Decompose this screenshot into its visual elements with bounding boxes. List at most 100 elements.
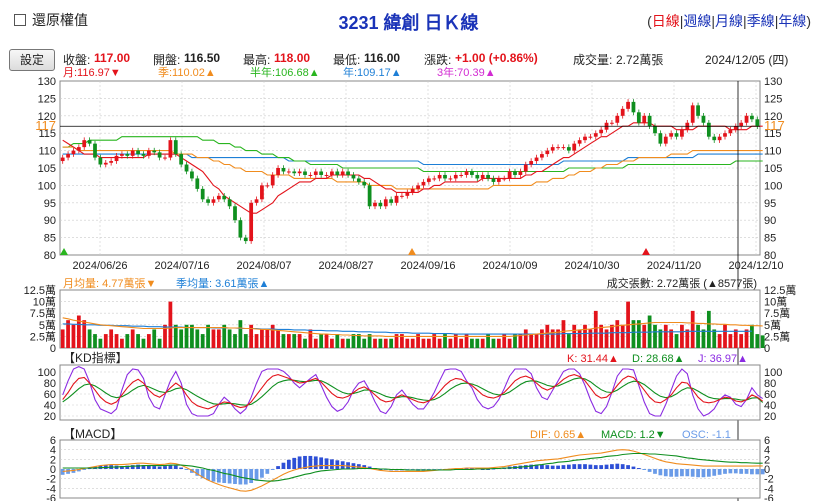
macd-signal-line — [62, 452, 763, 482]
period-paren-open: ( — [647, 13, 652, 29]
candle-body — [281, 168, 286, 172]
macd-axis-tick-right: -4 — [764, 483, 774, 495]
candle-body — [389, 199, 394, 203]
kd-k-legend: K: 31.44▲ — [567, 353, 619, 365]
macd-osc-bar — [313, 456, 318, 469]
volume-bar — [432, 334, 437, 348]
volume-bar — [82, 320, 87, 348]
volume-bar — [437, 338, 442, 348]
price-axis-tick-right: 90 — [764, 215, 776, 227]
macd-axis-tick-right: 0 — [764, 464, 770, 476]
volume-month-avg-line — [62, 317, 763, 337]
macd-osc-bar — [141, 465, 146, 469]
candle-body — [712, 136, 717, 141]
high-value: 118.00 — [274, 51, 311, 65]
macd-osc-bar — [136, 464, 140, 469]
macd-osc-bar — [222, 469, 227, 484]
candle-body — [76, 147, 81, 151]
volume-bar — [604, 329, 609, 348]
macd-osc-bar — [728, 469, 733, 474]
current-price-right: 117 — [764, 118, 785, 133]
macd-osc-bar — [211, 469, 216, 482]
close-label: 收盤: — [63, 53, 91, 67]
macd-osc-bar — [206, 469, 210, 481]
volume-axis-tick-right: 2.5萬 — [764, 330, 790, 343]
macd-osc-bar — [297, 456, 302, 469]
volume-summary: 成交張數: 2.72萬張 (▲8577張) — [607, 276, 757, 290]
price-axis-tick-right: 110 — [764, 146, 782, 158]
volume-axis-tick-right: 12.5萬 — [764, 284, 796, 297]
macd-osc-bar — [195, 469, 200, 476]
candle-body — [744, 115, 749, 123]
volume-bar — [540, 329, 544, 348]
volume-bar — [60, 329, 65, 348]
period-yearly[interactable]: 年線 — [778, 13, 807, 29]
candle-body — [87, 140, 92, 144]
candle-body — [448, 178, 453, 180]
volume-bar — [443, 334, 447, 348]
volume-bar — [723, 324, 727, 348]
price-axis-tick-left: 115 — [38, 128, 56, 140]
candle-body — [173, 140, 178, 155]
volume-bar — [556, 329, 560, 348]
volume-axis-tick-right: 10萬 — [764, 296, 787, 309]
open-label: 開盤: — [153, 53, 181, 67]
candle-body — [669, 133, 674, 137]
open-value: 116.50 — [184, 51, 221, 65]
volume-bar — [211, 329, 216, 348]
volume-bar — [583, 324, 587, 348]
price-axis-tick-left: 120 — [38, 111, 56, 123]
macd-osc-bar — [270, 469, 275, 470]
macd-osc-bar — [701, 469, 706, 478]
restore-rights-checkbox[interactable] — [14, 14, 26, 26]
macd-osc-bar — [647, 469, 652, 472]
volume-bar — [243, 334, 248, 348]
macd-osc-bar — [593, 465, 598, 469]
volume-bar — [523, 329, 528, 348]
price-axis-tick-right: 85 — [764, 233, 776, 245]
candle-body — [163, 157, 167, 159]
ma-legend-item: 3年:70.39▲ — [437, 65, 496, 79]
volume-bar — [631, 320, 636, 348]
volume-bar — [642, 324, 647, 348]
candle-body — [593, 133, 598, 137]
period-monthly[interactable]: 月線 — [715, 13, 744, 29]
restore-rights-toggle[interactable]: 還原權值 — [14, 10, 88, 30]
candle-body — [453, 174, 458, 179]
volume-bar — [518, 334, 523, 348]
candle-body — [400, 195, 404, 197]
volume-bar — [599, 324, 604, 348]
macd-osc-bar — [367, 466, 372, 469]
candle-body — [491, 178, 496, 182]
volume-bar — [507, 338, 512, 348]
macd-axis-tick-right: 2 — [764, 454, 770, 466]
period-daily[interactable]: 日線 — [651, 13, 680, 29]
macd-axis-tick-left: 2 — [50, 454, 56, 466]
volume-bar — [680, 324, 684, 348]
current-price-left: 117 — [35, 118, 56, 133]
volume-bar — [330, 338, 334, 348]
macd-osc-bar — [324, 458, 329, 469]
candle-body — [297, 171, 302, 174]
candle-body — [146, 150, 151, 156]
volume-bar — [276, 329, 280, 348]
candle-body — [653, 126, 657, 134]
settings-button[interactable]: 設定 — [9, 49, 55, 71]
macd-dif-legend: DIF: 0.65▲ — [530, 429, 586, 441]
kd-tick-left: 80 — [44, 378, 56, 390]
volume-bar — [545, 324, 550, 348]
ma-legend-item: 季:110.02▲ — [158, 66, 216, 79]
price-axis-tick-left: 80 — [44, 250, 56, 262]
candle-body — [335, 171, 340, 175]
candle-body — [66, 154, 70, 158]
candle-body — [728, 129, 733, 134]
price-axis-tick-right: 80 — [764, 250, 776, 262]
candle-body — [583, 136, 587, 141]
candle-body — [642, 115, 647, 123]
volume-bar — [658, 329, 663, 348]
volume-bar — [71, 324, 76, 348]
date-tick-label: 2024/12/10 — [728, 260, 783, 272]
period-weekly[interactable]: 週線 — [683, 13, 712, 29]
period-quarterly[interactable]: 季線 — [746, 13, 775, 29]
